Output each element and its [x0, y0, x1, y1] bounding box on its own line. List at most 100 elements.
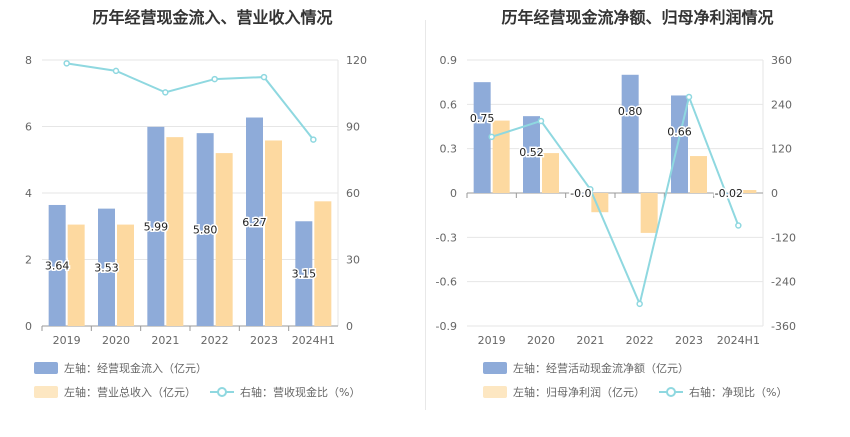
data-label: -0.02: [715, 187, 743, 200]
line-ratio: [66, 62, 315, 141]
left-axis-tick-label: 0.3: [440, 143, 458, 156]
legend-row-2: 左轴：营业总收入（亿元） 右轴：营收现金比（%）: [34, 384, 374, 400]
right-axis-tick-label: 0: [771, 187, 778, 200]
legend-label-revenue: 左轴：营业总收入（亿元）: [64, 386, 196, 399]
data-label: 3.53: [94, 261, 119, 274]
left-axis-tick-label: 0: [25, 320, 32, 333]
legend-label-cash-ratio: 右轴：净现比（%）: [689, 386, 788, 399]
right-axis-tick-label: -120: [771, 231, 796, 244]
chart-title: 历年经营现金流入、营业收入情况: [92, 8, 333, 27]
x-axis-tick-label: 2023: [250, 334, 278, 347]
line-point: [63, 60, 70, 67]
bar-net-cash: [473, 82, 491, 193]
bar-net-cash: [621, 74, 639, 193]
line-point: [488, 133, 495, 141]
x-axis-tick-label: 2020: [527, 334, 555, 347]
legend-swatch-inflow: [34, 362, 58, 374]
bar-revenue: [166, 137, 184, 326]
legend-swatch-revenue: [34, 386, 58, 398]
left-axis-tick-label: -0.9: [436, 320, 457, 333]
bar-net-profit: [492, 120, 510, 193]
data-label: 3.15: [292, 268, 317, 281]
right-axis-tick-label: -240: [771, 276, 796, 289]
left-axis-tick-label: 2: [25, 254, 32, 267]
line-point: [587, 186, 594, 193]
legend-row-1: 左轴：经营活动现金流净额（亿元）: [483, 360, 703, 376]
chart-cash-inflow-revenue: 0 2 4 6 8 0 30 60 90 120 2019 2020 2021 2022 2023 2024H…: [25, 54, 367, 347]
legend-label-net-cash: 左轴：经营活动现金流净额（亿元）: [513, 362, 689, 375]
bar-revenue: [265, 140, 282, 326]
left-axis-tick-label: 4: [25, 187, 32, 200]
data-label: 0.66: [667, 125, 692, 138]
left-axis-tick-label: -0.3: [436, 231, 457, 244]
bar-inflow: [147, 126, 165, 327]
right-axis-tick-label: 90: [346, 121, 360, 134]
x-axis-tick-label: 2021: [576, 334, 604, 347]
line-cash-ratio: [491, 93, 740, 307]
legend-item-net-profit[interactable]: 左轴：归母净利润（亿元）: [483, 384, 645, 400]
legend-label-inflow: 左轴：经营现金流入（亿元）: [64, 362, 207, 375]
bar-net-profit: [591, 193, 609, 213]
bar-revenue: [67, 224, 85, 326]
line-point: [735, 222, 742, 229]
left-axis-tick-label: 6: [25, 121, 32, 134]
legend-label-net-profit: 左轴：归母净利润（亿元）: [513, 386, 645, 399]
legend-swatch-net-profit: [483, 386, 507, 398]
bar-inflow: [196, 133, 214, 326]
left-axis-tick-label: 8: [25, 54, 32, 67]
left-axis-tick-label: 0.9: [440, 54, 458, 67]
data-label: -0.0: [570, 187, 591, 200]
chart-net-cash-profit: -0.9 -0.6 -0.3 0 0.3 0.6 0.9 -360 -240 -120 0 120 24…: [436, 54, 796, 347]
panel-divider: [425, 20, 426, 410]
legend-item-cash-ratio[interactable]: 右轴：净现比（%）: [659, 384, 787, 400]
data-label: 5.99: [144, 220, 169, 233]
x-axis-tick-label: 2024H1: [292, 334, 335, 347]
right-axis-tick-label: 0: [346, 320, 353, 333]
line-point: [310, 136, 317, 143]
bar-inflow: [48, 204, 66, 326]
legend-swatch-ratio: [210, 386, 234, 398]
line-point: [211, 75, 218, 83]
line-point: [685, 93, 693, 101]
bar-net-profit: [690, 156, 707, 193]
x-axis-tick-label: 2019: [53, 334, 81, 347]
x-axis-tick-label: 2023: [675, 334, 703, 347]
right-axis-tick-label: 120: [771, 143, 792, 156]
bar-net-cash: [523, 116, 540, 193]
data-label: 0.52: [519, 146, 544, 159]
bar-inflow: [246, 117, 263, 327]
legend-row-2: 左轴：归母净利润（亿元） 右轴：净现比（%）: [483, 384, 801, 400]
bar-net-cash: [572, 193, 590, 194]
bar-net-profit: [739, 190, 757, 193]
right-axis-tick-label: -360: [771, 320, 796, 333]
chart-title: 历年经营现金流净额、归母净利润情况: [501, 8, 774, 27]
bar-net-profit: [542, 153, 559, 193]
x-axis-tick-label: 2022: [201, 334, 229, 347]
bar-inflow: [98, 208, 115, 326]
data-label: 0.75: [470, 112, 495, 125]
right-chart-panel: 历年经营现金流净额、归母净利润情况 -0.9 -0.6 -0.3 0 0.3 0.6 0.9…: [425, 0, 850, 437]
bar-revenue: [314, 201, 332, 326]
bar-revenue: [215, 153, 233, 326]
x-axis-tick-label: 2024H1: [717, 334, 760, 347]
legend-swatch-net-cash: [483, 362, 507, 374]
bar-inflow: [295, 221, 313, 326]
left-axis-tick-label: 0: [450, 187, 457, 200]
left-axis-tick-label: -0.6: [436, 276, 457, 289]
legend-label-ratio: 右轴：营收现金比（%）: [240, 386, 361, 399]
line-point: [162, 89, 169, 96]
legend-row-1: 左轴：经营现金流入（亿元）: [34, 360, 221, 376]
x-axis-tick-label: 2022: [626, 334, 654, 347]
legend-swatch-cash-ratio: [659, 386, 683, 398]
legend-item-inflow[interactable]: 左轴：经营现金流入（亿元）: [34, 360, 207, 376]
legend-item-revenue[interactable]: 左轴：营业总收入（亿元）: [34, 384, 196, 400]
left-chart-panel: 历年经营现金流入、营业收入情况 0 2 4 6 8 0 30 60 90 120 2019 2020 2…: [25, 8, 374, 400]
right-axis-tick-label: 60: [346, 187, 360, 200]
line-point: [636, 300, 643, 308]
right-axis-tick-label: 30: [346, 254, 360, 267]
right-axis-tick-label: 120: [346, 54, 367, 67]
data-label: 6.27: [242, 216, 267, 229]
data-label: 5.80: [193, 224, 218, 237]
legend-item-net-cash[interactable]: 左轴：经营活动现金流净额（亿元）: [483, 360, 689, 376]
legend-item-ratio[interactable]: 右轴：营收现金比（%）: [210, 384, 360, 400]
